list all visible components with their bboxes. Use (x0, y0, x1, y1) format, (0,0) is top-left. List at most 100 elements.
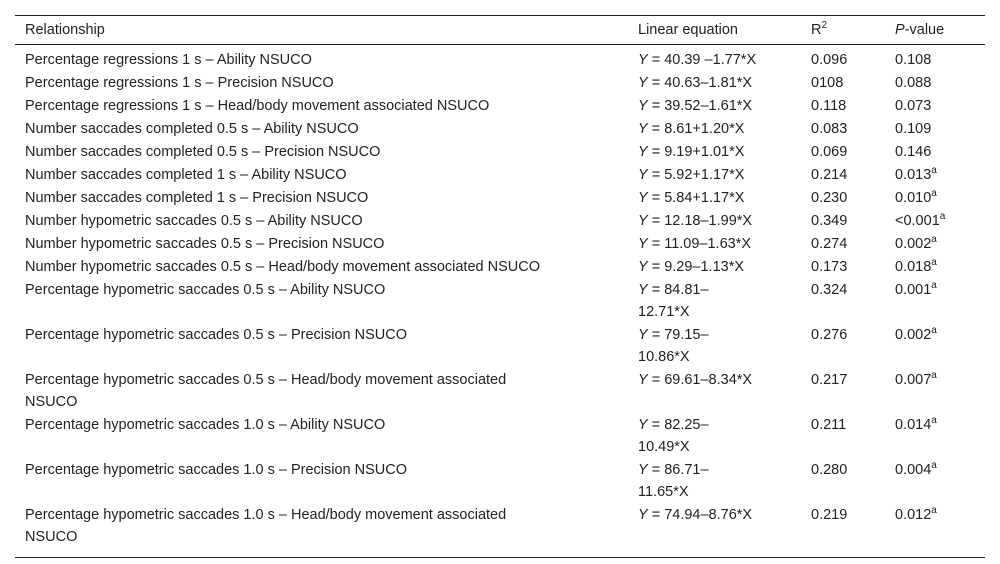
equation-equals: = (647, 236, 665, 252)
equation-line: Y = 5.92+1.17*X (638, 164, 801, 186)
p-value-text: 0.014 (895, 417, 932, 433)
r-squared-cell: 0.096 (811, 52, 848, 68)
equation-cell: Y = 69.61–8.34*X (628, 368, 801, 413)
p-value-cell: 0.018a (885, 255, 985, 278)
relationship-cell: Percentage hypometric saccades 0.5 s – H… (15, 368, 628, 413)
table-row: Percentage regressions 1 s – Precision N… (15, 71, 985, 94)
equation-line: Y = 9.29–1.13*X (638, 256, 801, 278)
relationship-cell: Percentage regressions 1 s – Precision N… (15, 71, 628, 94)
significance-marker: a (939, 211, 946, 222)
equation-variable: Y (638, 75, 648, 91)
p-value-text: 0.001 (895, 282, 932, 298)
significance-marker: a (931, 460, 937, 471)
equation-text: 69.61–8.34*X (664, 372, 753, 388)
relationship-text: Percentage hypometric saccades 1.0 s – A… (25, 417, 386, 433)
p-value-cell: 0.012a (885, 503, 985, 558)
table-body: Percentage regressions 1 s – Ability NSU… (15, 45, 985, 558)
p-value-cell: 0.007a (885, 368, 985, 413)
relationship-cell: Number saccades completed 1 s – Precisio… (15, 186, 628, 209)
equation-line: Y = 9.19+1.01*X (638, 141, 801, 163)
r-squared-cell: 0.069 (811, 144, 848, 160)
equation-variable: Y (638, 121, 648, 137)
equation-line: Y = 11.09–1.63*X (638, 233, 801, 255)
p-value-text: 0.013 (895, 167, 932, 183)
equation-equals: = (647, 259, 665, 275)
equation-variable: Y (638, 144, 648, 160)
equation-line: Y = 12.18–1.99*X (638, 210, 801, 232)
relationship-text: Percentage regressions 1 s – Precision N… (25, 75, 334, 91)
p-value-cell: 0.002a (885, 323, 985, 368)
header-linear-equation: Linear equation (638, 22, 738, 38)
equation-text: 8.61+1.20*X (664, 121, 745, 137)
equation-cell: Y = 9.19+1.01*X (628, 140, 801, 163)
relationship-cell: Number saccades completed 0.5 s – Abilit… (15, 117, 628, 140)
r-squared-cell: 0.211 (811, 417, 847, 433)
equation-equals: = (647, 52, 665, 68)
relationship-cell: Percentage hypometric saccades 1.0 s – P… (15, 458, 628, 503)
p-value-cell: 0.088 (885, 71, 985, 94)
r-squared-cell: 0.276 (811, 327, 848, 343)
equation-equals: = (647, 167, 665, 183)
equation-equals: = (647, 372, 665, 388)
p-value-text: 0.146 (895, 144, 932, 160)
table-row: Number hypometric saccades 0.5 s – Abili… (15, 209, 985, 232)
p-value-cell: 0.010a (885, 186, 985, 209)
equation-cell: Y = 79.15– 10.86*X (628, 323, 801, 368)
relationship-text: Percentage hypometric saccades 0.5 s – A… (25, 282, 386, 298)
header-row: Relationship Linear equation R2 P-value (15, 15, 985, 45)
p-italic: P (895, 22, 905, 38)
relationship-text: Percentage hypometric saccades 0.5 s – H… (25, 372, 507, 388)
table-row: Number saccades completed 1 s – Precisio… (15, 186, 985, 209)
significance-marker: a (931, 188, 937, 199)
r-squared-cell: 0.173 (811, 259, 848, 275)
significance-marker: a (931, 257, 937, 268)
table-row: Number saccades completed 0.5 s – Abilit… (15, 117, 985, 140)
p-value-text: 0.007 (895, 372, 932, 388)
p-value-text: 0.004 (895, 462, 932, 478)
equation-cell: Y = 5.84+1.17*X (628, 186, 801, 209)
equation-cell: Y = 74.94–8.76*X (628, 503, 801, 558)
relationship-cell: Number saccades completed 1 s – Ability … (15, 163, 628, 186)
relationship-text: Number hypometric saccades 0.5 s – Head/… (25, 259, 540, 275)
relationship-cell: Number hypometric saccades 0.5 s – Head/… (15, 255, 628, 278)
equation-equals: = (647, 282, 665, 298)
equation-text: 11.65*X (638, 484, 689, 500)
equation-line: Y = 82.25– (638, 414, 801, 436)
p-value-cell: 0.014a (885, 413, 985, 458)
equation-line: Y = 74.94–8.76*X (638, 504, 801, 526)
equation-variable: Y (638, 236, 648, 252)
equation-line: Y = 86.71– (638, 459, 801, 481)
table-row: Percentage regressions 1 s – Ability NSU… (15, 45, 985, 72)
header-r-squared: R2 (801, 16, 885, 45)
relationship-cell: Number saccades completed 0.5 s – Precis… (15, 140, 628, 163)
equation-cell: Y = 12.18–1.99*X (628, 209, 801, 232)
relationship-cell: Percentage hypometric saccades 1.0 s – H… (15, 503, 628, 558)
equation-line: Y = 40.63–1.81*X (638, 72, 801, 94)
relationship-cell: Number hypometric saccades 0.5 s – Abili… (15, 209, 628, 232)
equation-equals: = (647, 75, 665, 91)
r-squared-cell: 0.217 (811, 372, 848, 388)
p-value-text: 0.073 (895, 98, 932, 114)
significance-marker: a (931, 325, 937, 336)
equation-equals: = (647, 417, 665, 433)
p-value-text: 0.018 (895, 259, 932, 275)
equation-cell: Y = 84.81– 12.71*X (628, 278, 801, 323)
p-value-cell: 0.109 (885, 117, 985, 140)
equation-equals: = (647, 462, 665, 478)
significance-marker: a (931, 280, 937, 291)
equation-variable: Y (638, 417, 648, 433)
header-p-value: P-value (885, 16, 985, 45)
equation-equals: = (647, 144, 665, 160)
r-squared-cell: 0.274 (811, 236, 848, 252)
relationship-text: Number saccades completed 1 s – Precisio… (25, 190, 369, 206)
relationship-cell: Number hypometric saccades 0.5 s – Preci… (15, 232, 628, 255)
equation-cell: Y = 86.71– 11.65*X (628, 458, 801, 503)
r-superscript: 2 (821, 20, 828, 31)
relationship-text: Number saccades completed 0.5 s – Precis… (25, 144, 381, 160)
equation-line: Y = 40.39 –1.77*X (638, 49, 801, 71)
equation-line: 12.71*X (638, 301, 801, 323)
equation-variable: Y (638, 327, 648, 343)
equation-text: 12.71*X (638, 304, 690, 320)
table-row: Percentage hypometric saccades 1.0 s – A… (15, 413, 985, 458)
equation-text: 84.81– (664, 282, 709, 298)
